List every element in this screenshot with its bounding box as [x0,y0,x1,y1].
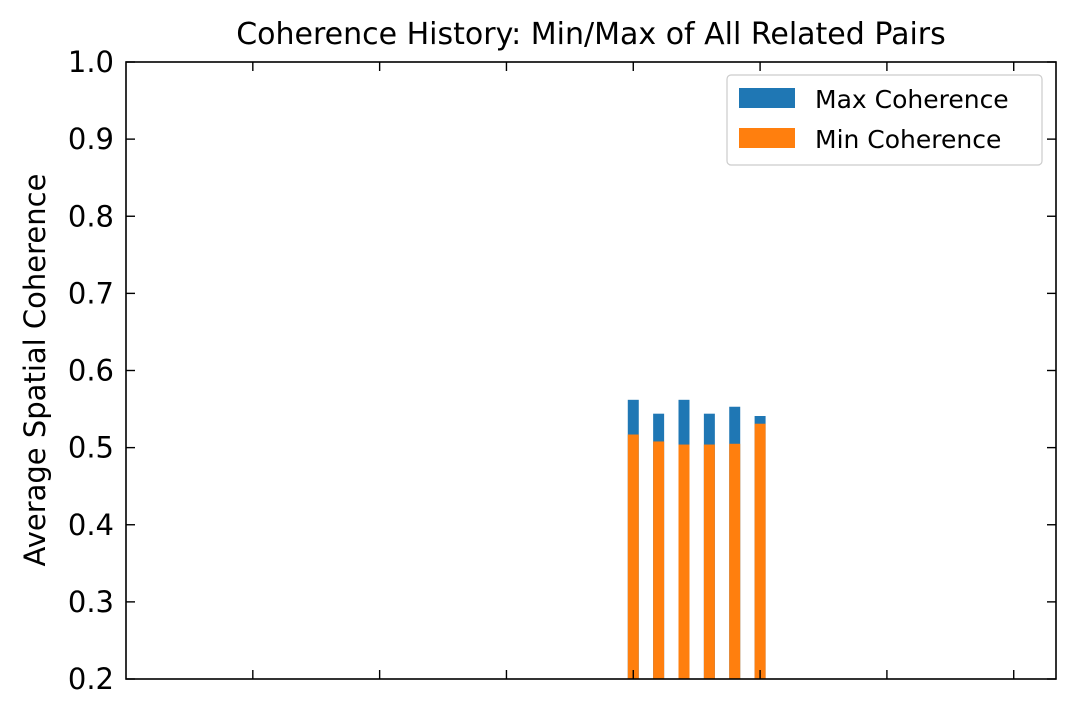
y-tick-label-4: 0.6 [68,354,114,388]
min-coherence-legend-label: Min Coherence [815,125,1001,154]
min-coherence-bar-3 [703,444,715,679]
y-tick-label-0: 0.2 [68,662,114,696]
min-coherence-legend-swatch [739,128,795,148]
y-tick-label-1: 0.3 [68,585,114,619]
max-coherence-legend-label: Max Coherence [815,85,1009,114]
min-coherence-bar-0 [627,434,639,679]
y-tick-label-7: 0.9 [68,122,114,156]
chart-title: Coherence History: Min/Max of All Relate… [236,17,946,52]
legend-box [726,74,1043,166]
ticks-group: 0.2 0.3 0.4 0.5 0.6 0.7 0.8 0.9 1.0 [68,45,1056,696]
y-tick-label-8: 1.0 [68,45,114,79]
y-tick-label-5: 0.7 [68,276,114,310]
plot-frame [125,61,1057,680]
y-tick-label-3: 0.5 [68,431,114,465]
min-coherence-bar-1 [653,441,665,679]
max-coherence-legend-swatch [739,88,795,108]
bars-group [627,399,766,679]
min-coherence-bar-5 [754,423,766,679]
min-coherence-bar-4 [729,443,741,679]
y-tick-label-6: 0.8 [68,199,114,233]
y-axis-label: Average Spatial Coherence [18,174,52,567]
min-coherence-bar-2 [678,444,690,679]
y-tick-label-2: 0.4 [68,508,114,542]
legend: Max Coherence Min Coherence [726,74,1043,166]
